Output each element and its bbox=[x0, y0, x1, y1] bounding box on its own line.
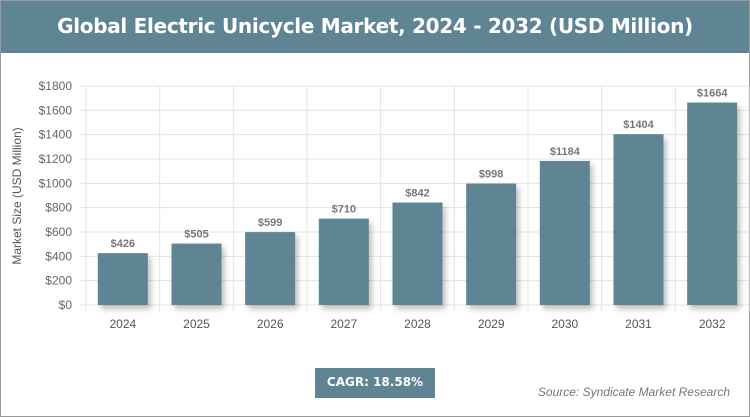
chart-title: Global Electric Unicycle Market, 2024 - … bbox=[1, 1, 749, 53]
data-label: $842 bbox=[405, 188, 429, 200]
data-label: $426 bbox=[111, 238, 135, 250]
data-label: $710 bbox=[332, 204, 356, 216]
bar-2030 bbox=[539, 160, 590, 305]
bar-2028 bbox=[392, 202, 443, 305]
data-label: $998 bbox=[479, 169, 503, 181]
y-axis-label: Market Size (USD Million) bbox=[10, 127, 24, 264]
x-tick-label: 2029 bbox=[478, 317, 505, 331]
x-tick-label: 2031 bbox=[625, 317, 652, 331]
data-label: $1664 bbox=[697, 88, 728, 100]
bar-2025 bbox=[171, 243, 222, 305]
y-tick-label: $600 bbox=[45, 225, 72, 239]
x-tick-label: 2032 bbox=[699, 317, 726, 331]
y-tick-label: $1000 bbox=[39, 176, 73, 190]
bar-2027 bbox=[318, 218, 369, 305]
bar-2024 bbox=[97, 253, 148, 305]
bar-2032 bbox=[687, 102, 738, 306]
bar-2031 bbox=[613, 134, 664, 305]
y-tick-label: $0 bbox=[59, 298, 73, 312]
x-tick-label: 2025 bbox=[183, 317, 210, 331]
x-tick-label: 2026 bbox=[257, 317, 284, 331]
data-label: $599 bbox=[258, 217, 282, 229]
x-tick-label: 2030 bbox=[551, 317, 578, 331]
x-tick-label: 2024 bbox=[109, 317, 136, 331]
y-tick-label: $400 bbox=[45, 249, 72, 263]
x-tick-label: 2028 bbox=[404, 317, 431, 331]
x-tick-label: 2027 bbox=[330, 317, 357, 331]
source-note: Source: Syndicate Market Research bbox=[537, 385, 730, 399]
y-tick-label: $1800 bbox=[39, 79, 73, 93]
y-tick-label: $1400 bbox=[39, 128, 73, 142]
y-tick-label: $200 bbox=[45, 274, 72, 288]
cagr-badge: CAGR: 18.58% bbox=[315, 368, 435, 398]
y-tick-label: $800 bbox=[45, 201, 72, 215]
bar-2029 bbox=[466, 183, 517, 305]
y-tick-label: $1600 bbox=[39, 103, 73, 117]
data-label: $1404 bbox=[623, 119, 654, 131]
data-label: $1184 bbox=[550, 146, 581, 158]
bar-2026 bbox=[245, 232, 296, 305]
y-tick-label: $1200 bbox=[39, 152, 73, 166]
data-label: $505 bbox=[184, 229, 208, 241]
